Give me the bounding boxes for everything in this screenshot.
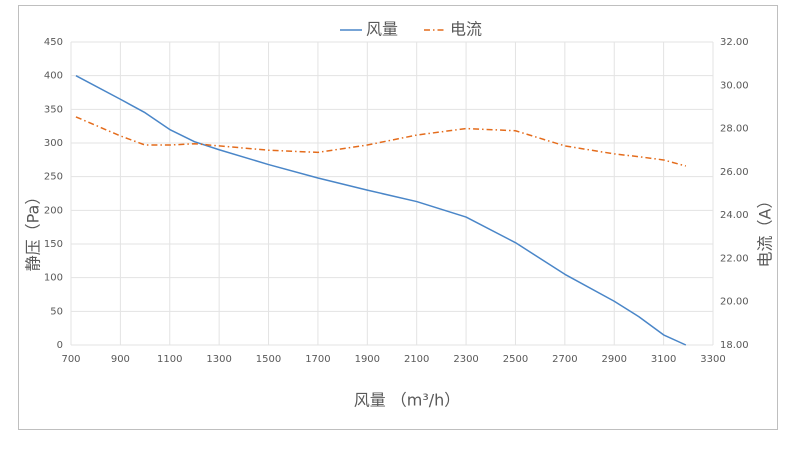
x-tick-label: 2300 <box>453 354 478 365</box>
y-tick-label: 50 <box>50 306 63 317</box>
x-tick-label: 2700 <box>552 354 577 365</box>
x-tick-label: 1100 <box>157 354 182 365</box>
y-tick-label: 150 <box>44 239 63 250</box>
series-line <box>75 116 687 167</box>
y2-tick-label: 26.00 <box>720 167 749 178</box>
x-tick-label: 1500 <box>256 354 281 365</box>
x-tick-label: 700 <box>61 354 80 365</box>
x-tick-label: 900 <box>111 354 130 365</box>
series-line <box>75 75 687 346</box>
y2-tick-label: 28.00 <box>720 124 749 135</box>
y2-tick-label: 30.00 <box>720 80 749 91</box>
y-tick-label: 200 <box>44 205 63 216</box>
y-tick-label: 100 <box>44 273 63 284</box>
x-tick-label: 2500 <box>503 354 528 365</box>
x-tick-label: 3100 <box>651 354 676 365</box>
x-tick-label: 1300 <box>206 354 231 365</box>
y-tick-label: 300 <box>44 138 63 149</box>
y2-tick-label: 20.00 <box>720 297 749 308</box>
legend-label: 风量 <box>366 20 398 39</box>
legend-label: 电流 <box>450 20 482 39</box>
y-tick-label: 400 <box>44 71 63 82</box>
y2-tick-label: 32.00 <box>720 37 749 48</box>
x-tick-label: 1700 <box>305 354 330 365</box>
x-tick-label: 2100 <box>404 354 429 365</box>
y-axis-label: 静压（Pa） <box>24 189 43 272</box>
x-tick-label: 3300 <box>700 354 725 365</box>
y-tick-label: 0 <box>57 340 63 351</box>
y2-tick-label: 18.00 <box>720 340 749 351</box>
x-tick-label: 1900 <box>355 354 380 365</box>
x-axis-label: 风量 （m³/h） <box>354 391 461 410</box>
y2-tick-label: 22.00 <box>720 253 749 264</box>
y2-tick-label: 24.00 <box>720 210 749 221</box>
y2-axis-label: 电流（A） <box>756 193 775 268</box>
y-tick-label: 250 <box>44 172 63 183</box>
y-tick-label: 350 <box>44 104 63 115</box>
x-tick-label: 2900 <box>602 354 627 365</box>
y-tick-label: 450 <box>44 37 63 48</box>
